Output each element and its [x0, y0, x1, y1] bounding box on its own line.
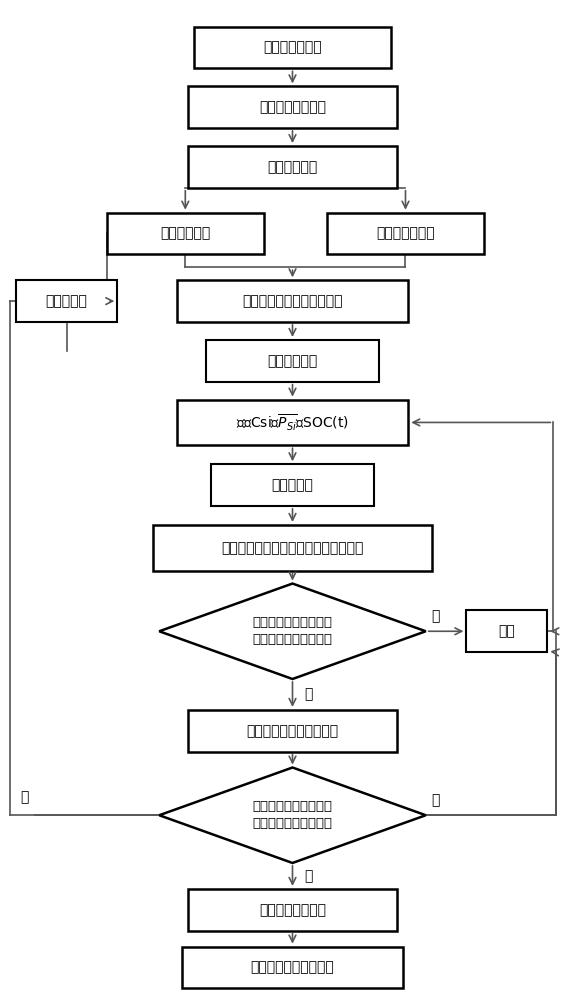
Text: 回收期是否达到期待或
迭代次数是否达到最大: 回收期是否达到期待或 迭代次数是否达到最大 [253, 616, 332, 646]
Bar [177, 400, 408, 445]
Bar [16, 280, 117, 322]
Polygon shape [159, 768, 426, 863]
Text: 否: 否 [304, 687, 312, 701]
Text: 导入对应负荷数据: 导入对应负荷数据 [259, 100, 326, 114]
Text: 调用模型及模型参数，计算最小回收期: 调用模型及模型参数，计算最小回收期 [221, 541, 364, 555]
Bar [194, 27, 391, 68]
Bar [211, 464, 374, 506]
Bar [183, 947, 402, 988]
Text: 是: 是 [20, 790, 29, 804]
Text: 选择、交叉、计算适应度: 选择、交叉、计算适应度 [246, 724, 339, 738]
Text: 种群初始化: 种群初始化 [271, 478, 314, 492]
Text: 带有季节特性的典型日负荷: 带有季节特性的典型日负荷 [242, 294, 343, 308]
Text: 确定系统最优配置: 确定系统最优配置 [259, 903, 326, 917]
Text: 回收期是否达到期待或
迭代次数是否达到最大: 回收期是否达到期待或 迭代次数是否达到最大 [253, 800, 332, 830]
Bar [205, 340, 380, 382]
Text: 是: 是 [432, 609, 440, 623]
Polygon shape [159, 584, 426, 679]
Text: 变量Csi、$\overline{P_{Si}}$、SOC(t): 变量Csi、$\overline{P_{Si}}$、SOC(t) [236, 412, 349, 433]
Bar [327, 213, 484, 254]
Bar [188, 710, 397, 752]
Bar [177, 280, 408, 322]
Bar [466, 610, 548, 652]
Bar [188, 86, 397, 128]
Text: 统计负荷峰值: 统计负荷峰值 [267, 354, 318, 368]
Text: 是: 是 [304, 869, 312, 883]
Text: 月最大需量: 月最大需量 [46, 294, 87, 308]
Bar [153, 525, 432, 571]
Bar [107, 213, 263, 254]
Text: 调用聚类算法: 调用聚类算法 [267, 160, 318, 174]
Text: 导入变压器信息: 导入变压器信息 [263, 41, 322, 55]
Text: 确定系统最优控制策略: 确定系统最优控制策略 [250, 960, 335, 974]
Text: 否: 否 [432, 793, 440, 807]
Text: 负荷数据分析: 负荷数据分析 [160, 226, 211, 240]
Bar [188, 146, 397, 188]
Bar [188, 889, 397, 931]
Text: 调用峰平谷电价: 调用峰平谷电价 [376, 226, 435, 240]
Text: 变异: 变异 [498, 624, 515, 638]
